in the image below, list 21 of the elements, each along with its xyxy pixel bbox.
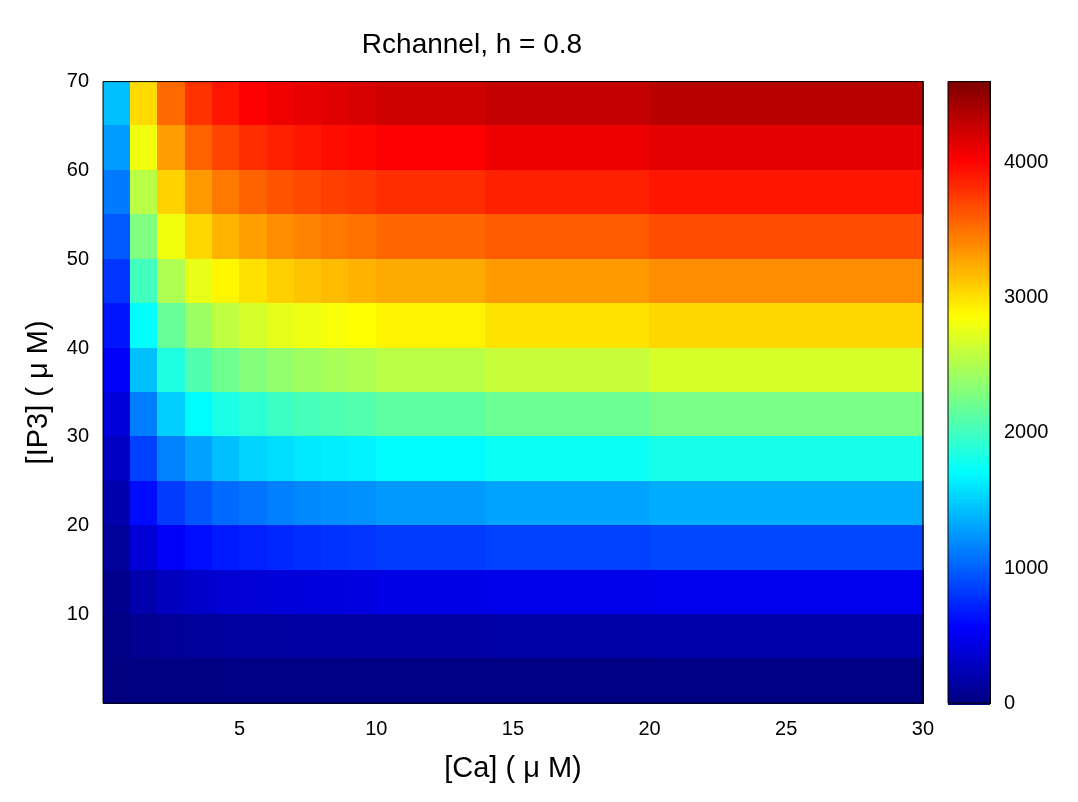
y-axis-title: [IP3] ( μ M) bbox=[21, 320, 54, 465]
x-tick-label: 10 bbox=[365, 716, 388, 739]
y-tick-label: 60 bbox=[66, 157, 90, 180]
color-bar-label: 4000 bbox=[1004, 150, 1049, 173]
color-bar-label: 0 bbox=[1004, 690, 1016, 713]
x-tick-label: 5 bbox=[234, 716, 246, 739]
color-bar-label: 3000 bbox=[1004, 285, 1049, 308]
y-tick-label: 20 bbox=[66, 513, 90, 536]
x-axis-title: [Ca] ( μ M) bbox=[444, 750, 582, 783]
color-bar-label: 2000 bbox=[1004, 420, 1049, 443]
x-tick-label: 15 bbox=[501, 716, 525, 739]
y-tick-label: 10 bbox=[66, 601, 90, 624]
x-tick-label: 30 bbox=[911, 716, 934, 739]
y-tick-label: 70 bbox=[66, 69, 90, 92]
x-tick-label: 20 bbox=[638, 716, 661, 739]
x-tick-label: 25 bbox=[775, 716, 798, 739]
y-tick-label: 50 bbox=[66, 246, 90, 269]
color-bar-label: 1000 bbox=[1004, 555, 1049, 578]
y-tick-label: 40 bbox=[66, 335, 90, 358]
chart-title: Rchannel, h = 0.8 bbox=[361, 27, 583, 59]
y-tick-label: 30 bbox=[66, 424, 90, 447]
